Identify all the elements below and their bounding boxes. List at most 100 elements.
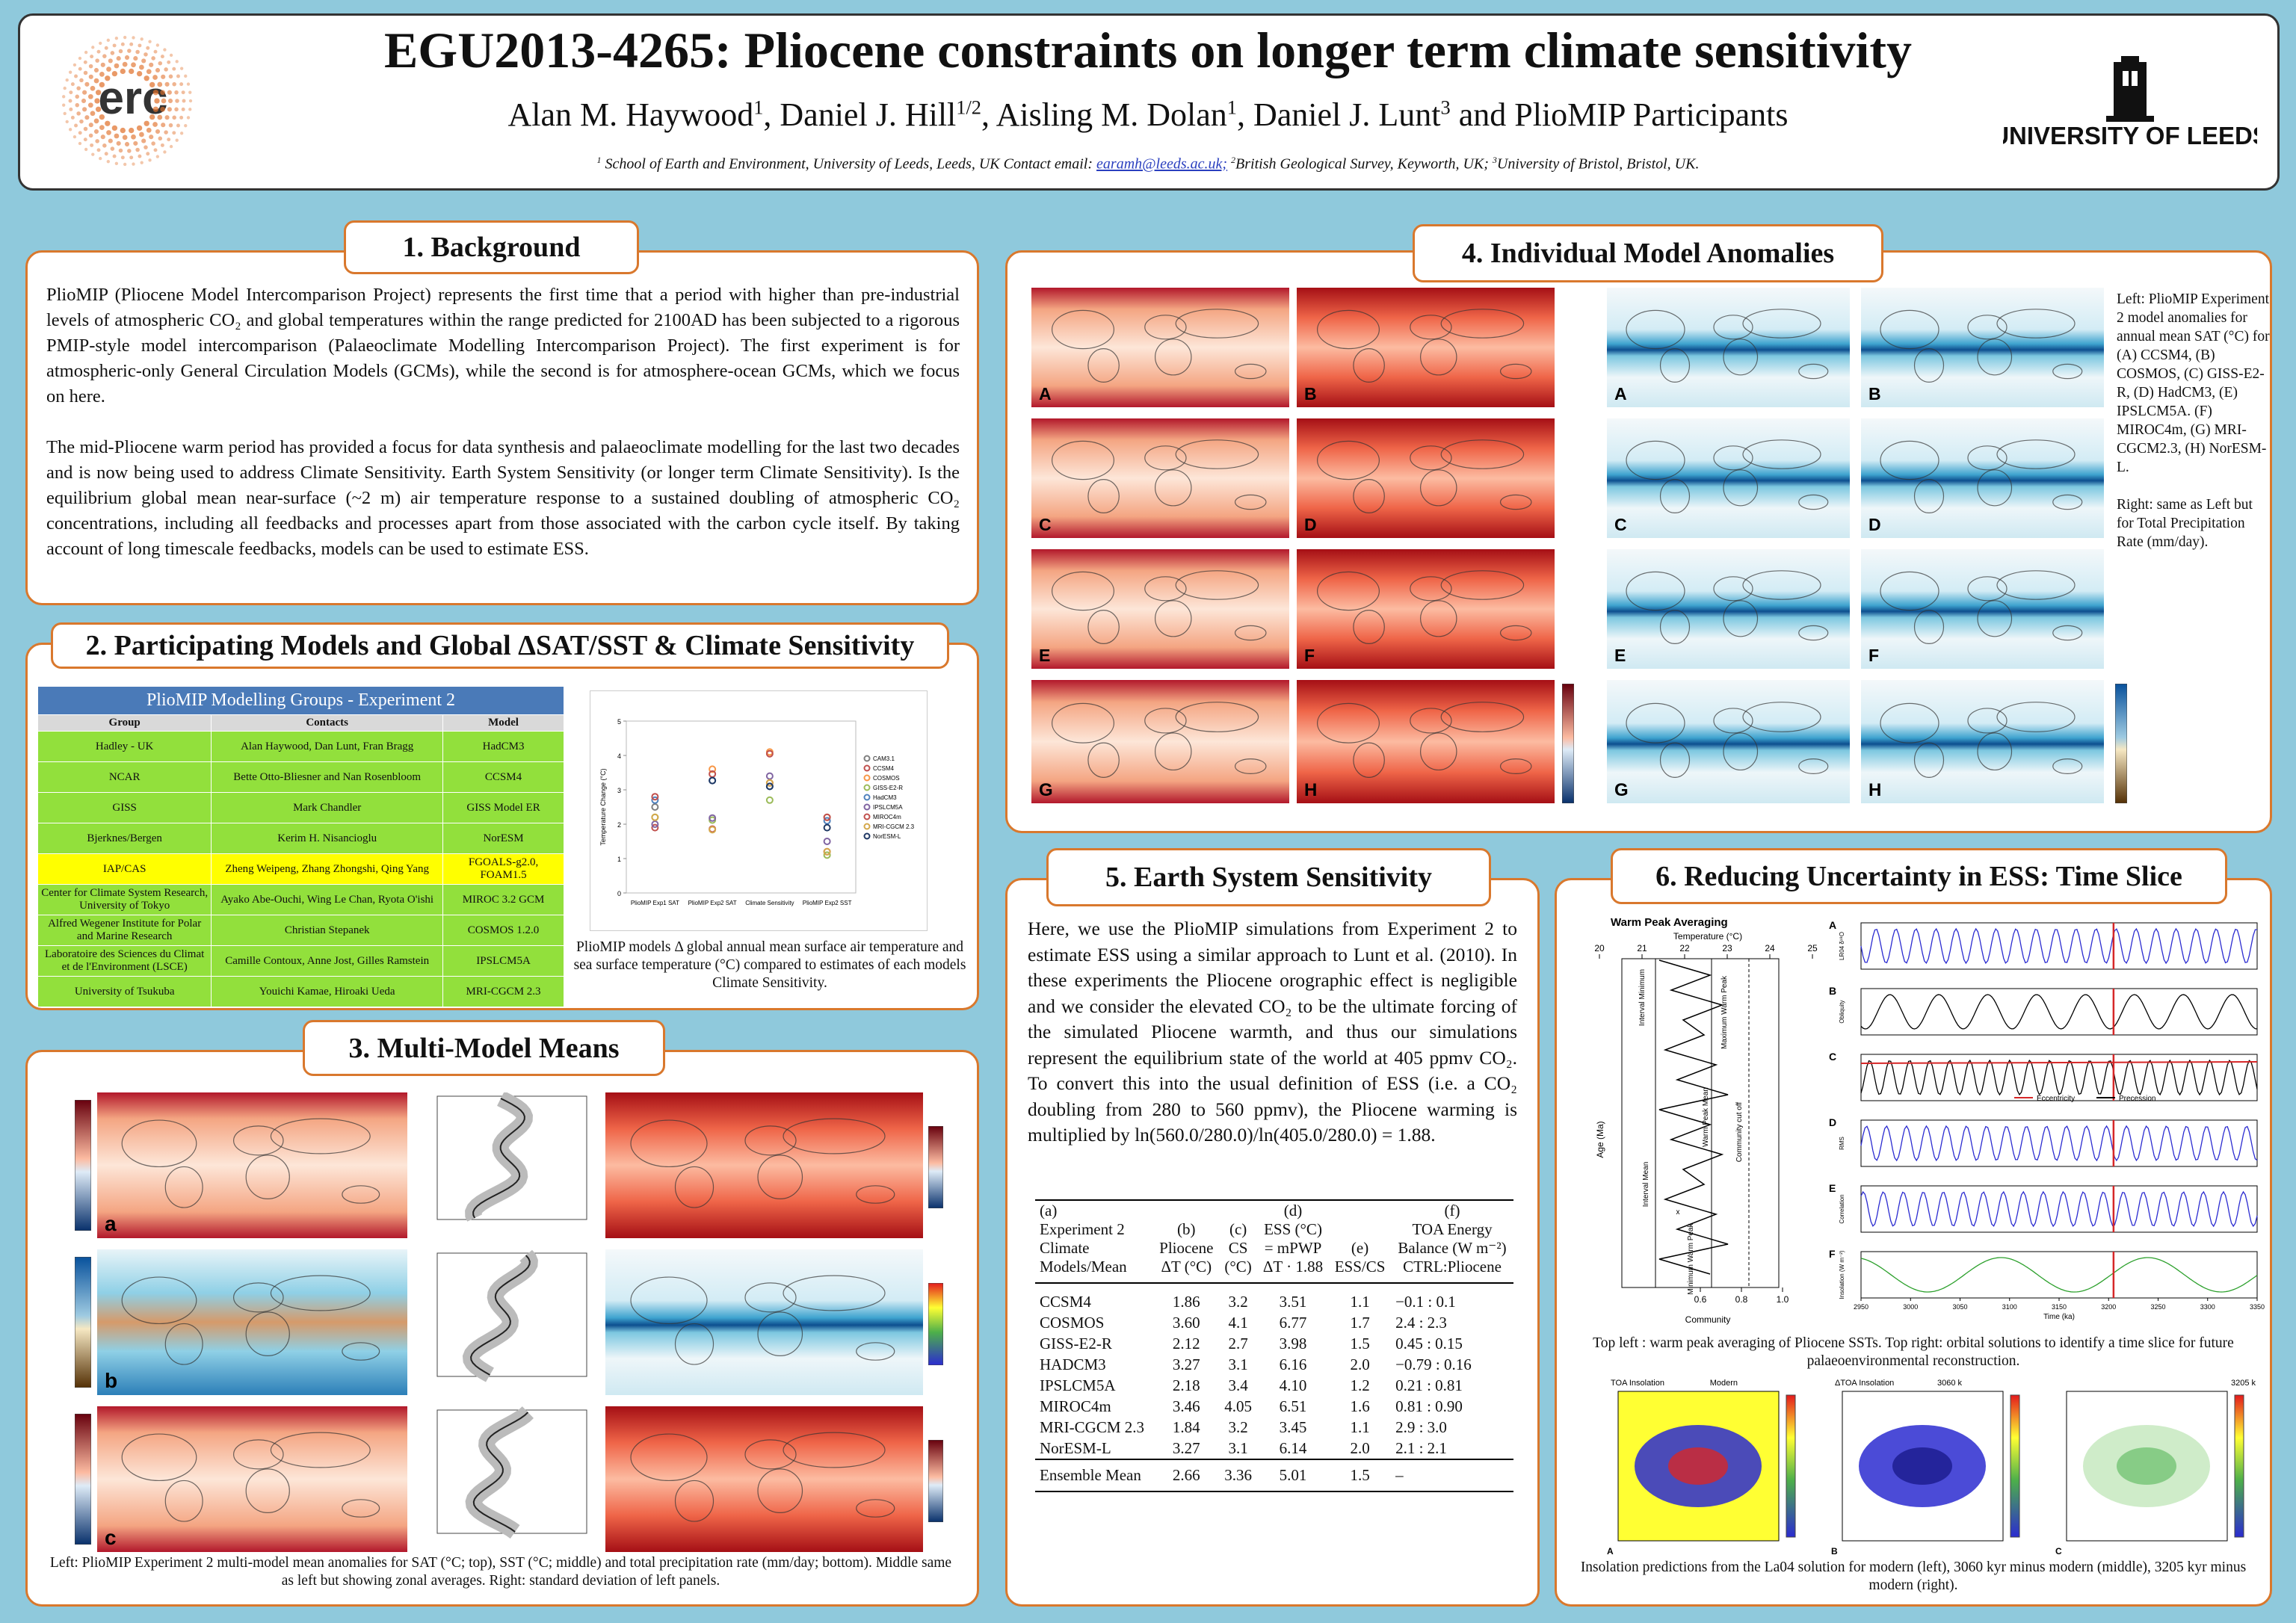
section-heading: 4. Individual Model Anomalies (1413, 224, 1883, 282)
continent (630, 1276, 708, 1325)
x-axis-label: Time (ka) (2043, 1313, 2075, 1321)
table-row: MRI-CGCM 2.3 1.84 3.2 3.45 1.1 2.9 : 3.0 (1035, 1417, 1513, 1438)
continent (1713, 315, 1753, 340)
legend-label: NorESM-L (873, 833, 901, 840)
continent (674, 1480, 715, 1522)
continent (342, 1499, 380, 1518)
table-row: Laboratoire des Sciences du Climat et de… (37, 945, 564, 977)
table-cell: Hadley - UK (37, 731, 212, 762)
logo-dot (75, 94, 80, 99)
column-letter: (c) (1229, 1220, 1247, 1238)
y-tick-label: 3 (617, 787, 621, 794)
background-text: PlioMIP (Pliocene Model Intercomparison … (46, 282, 960, 562)
logo-dot (78, 67, 82, 71)
continent (1144, 445, 1187, 471)
logo-dot (91, 152, 95, 156)
panel-letter: F (1304, 646, 1315, 665)
x-tick-label: PlioMIP Exp1 SAT (631, 900, 679, 906)
colorbar-fill (1786, 1394, 1796, 1538)
superscript: 1/2 (956, 96, 981, 119)
table-cell: MIROC4m (1040, 1397, 1111, 1415)
logo-dot (133, 140, 138, 146)
continent (1155, 338, 1192, 376)
logo-dot (93, 129, 99, 135)
x-tick-label: 3300 (2200, 1303, 2215, 1311)
column-header: (c) CS (°C) (1219, 1200, 1257, 1284)
axis-label: Community (1685, 1314, 1731, 1325)
legend-label: IPSLCM5A (873, 804, 903, 811)
continent (164, 1480, 203, 1522)
logo-dot (84, 147, 88, 152)
series-line (1860, 1125, 2258, 1162)
continent (1742, 309, 1821, 338)
tick-label: 0.8 (1735, 1294, 1748, 1305)
table-row: COSMOS 3.60 4.1 6.77 1.7 2.4 : 2.3 (1035, 1312, 1513, 1333)
logo-dot (99, 71, 105, 77)
continent (1499, 494, 1532, 510)
map-figure: B (1861, 288, 2104, 407)
continent (674, 1323, 715, 1365)
marker (709, 826, 717, 834)
series-line (1860, 1257, 2258, 1293)
logo-dot (81, 98, 87, 104)
caption-right: Right: same as Left but for Total Precip… (2117, 497, 2253, 550)
continent (1440, 439, 1525, 469)
series-line (1860, 994, 2258, 1030)
table-cell: – (1391, 1459, 1513, 1491)
map: a (97, 1092, 407, 1238)
continent (1051, 571, 1115, 611)
logo-dot (79, 119, 84, 124)
logo-dot (108, 138, 113, 143)
logo-dot (153, 49, 158, 54)
continent (1440, 570, 1525, 600)
column-header: (f) TOA Energy Balance (W m⁻²) CTRL:Pliocen… (1391, 1200, 1513, 1284)
table-row: CCSM4 1.86 3.2 3.51 1.1 −0.1 : 0.1 (1035, 1283, 1513, 1312)
logo-dot (152, 75, 158, 80)
legend-label: MRI-CGCM 2.3 (873, 823, 915, 830)
map-figure: b (97, 1249, 407, 1395)
logo-dot (83, 70, 88, 75)
continent (1234, 363, 1267, 380)
map: D (1297, 418, 1555, 538)
logo-dot (108, 58, 113, 64)
continent (1353, 347, 1385, 383)
logo-dot (188, 90, 192, 94)
column-header: Model (442, 714, 564, 732)
continent (1723, 600, 1759, 637)
marker (823, 851, 831, 859)
marker (651, 813, 659, 821)
panel-letter: B (1831, 1546, 1838, 1556)
panel-letter: E (1614, 646, 1626, 665)
zonal-plot (419, 1091, 594, 1238)
logo-dot (144, 52, 148, 57)
map-figure: H (1297, 680, 1555, 803)
map (605, 1249, 923, 1395)
table-cell: Bette Otto-Bliesner and Nan Rosenbloom (211, 761, 444, 793)
email-link[interactable]: earamh@leeds.ac.uk; (1096, 155, 1228, 173)
panel-letter: E (1829, 1182, 1836, 1194)
table-title-row: PlioMIP Modelling Groups - Experiment 2 (37, 686, 564, 715)
insolation-figure: TOA Insolation Modern A ΔTOA Insolation 3060… (1607, 1379, 2256, 1556)
continent (1626, 702, 1685, 744)
logo-dot (99, 41, 102, 46)
continent (1144, 576, 1187, 602)
section-heading: 6. Reducing Uncertainty in ESS: Time Sli… (1611, 848, 2227, 904)
table-cell: 1.1 (1350, 1293, 1370, 1311)
table-cell: 5.01 (1257, 1459, 1330, 1491)
continent (1913, 609, 1945, 644)
affiliations: 1 School of Earth and Environment, Unive… (0, 155, 2296, 173)
continent (1977, 338, 2013, 376)
marker (709, 776, 717, 785)
map-figure: A (1031, 288, 1289, 407)
continent (1499, 758, 1532, 774)
legend-marker (863, 764, 871, 772)
map: G (1607, 680, 1850, 803)
table-cell: 2.66 (1153, 1459, 1220, 1491)
tick-label: 20 (1594, 943, 1605, 953)
logo-dot (149, 81, 155, 88)
table-cell: −0.1 : 0.1 (1395, 1293, 1456, 1311)
colorbar-fill (2234, 1394, 2244, 1538)
table-cell: NorESM (442, 823, 564, 854)
logo-dot (72, 63, 77, 67)
map-figure (605, 1249, 923, 1395)
